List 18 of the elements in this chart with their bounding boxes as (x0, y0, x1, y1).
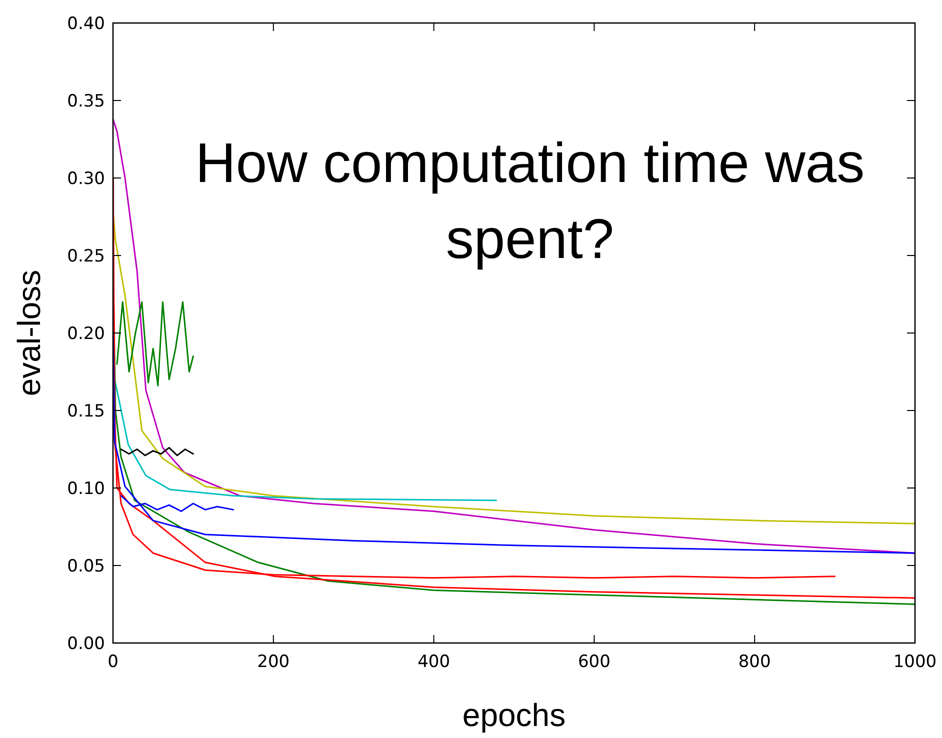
x-tick-label: 200 (257, 652, 290, 672)
y-tick-label: 0.15 (67, 401, 105, 422)
x-axis-title: epochs (462, 697, 566, 733)
y-tick-label: 0.30 (67, 168, 105, 189)
text: How computation time was spent? (194, 130, 866, 272)
y-tick-label: 0.40 (67, 14, 105, 34)
y-tick-label: 0.35 (67, 91, 105, 112)
y-tick-label: 0.00 (67, 634, 105, 654)
x-tick-label: 1000 (893, 652, 937, 672)
x-tick-label: 800 (738, 652, 771, 672)
y-tick-label: 0.10 (67, 478, 105, 499)
y-tick-label: 0.20 (67, 324, 105, 344)
x-tick-label: 400 (418, 652, 450, 672)
y-axis-title: eval-loss (11, 270, 47, 396)
y-tick-label: 0.05 (67, 556, 105, 576)
y-tick-label: 0.25 (67, 246, 105, 266)
x-tick-label: 600 (578, 652, 610, 672)
x-tick-label: 0 (108, 652, 118, 672)
